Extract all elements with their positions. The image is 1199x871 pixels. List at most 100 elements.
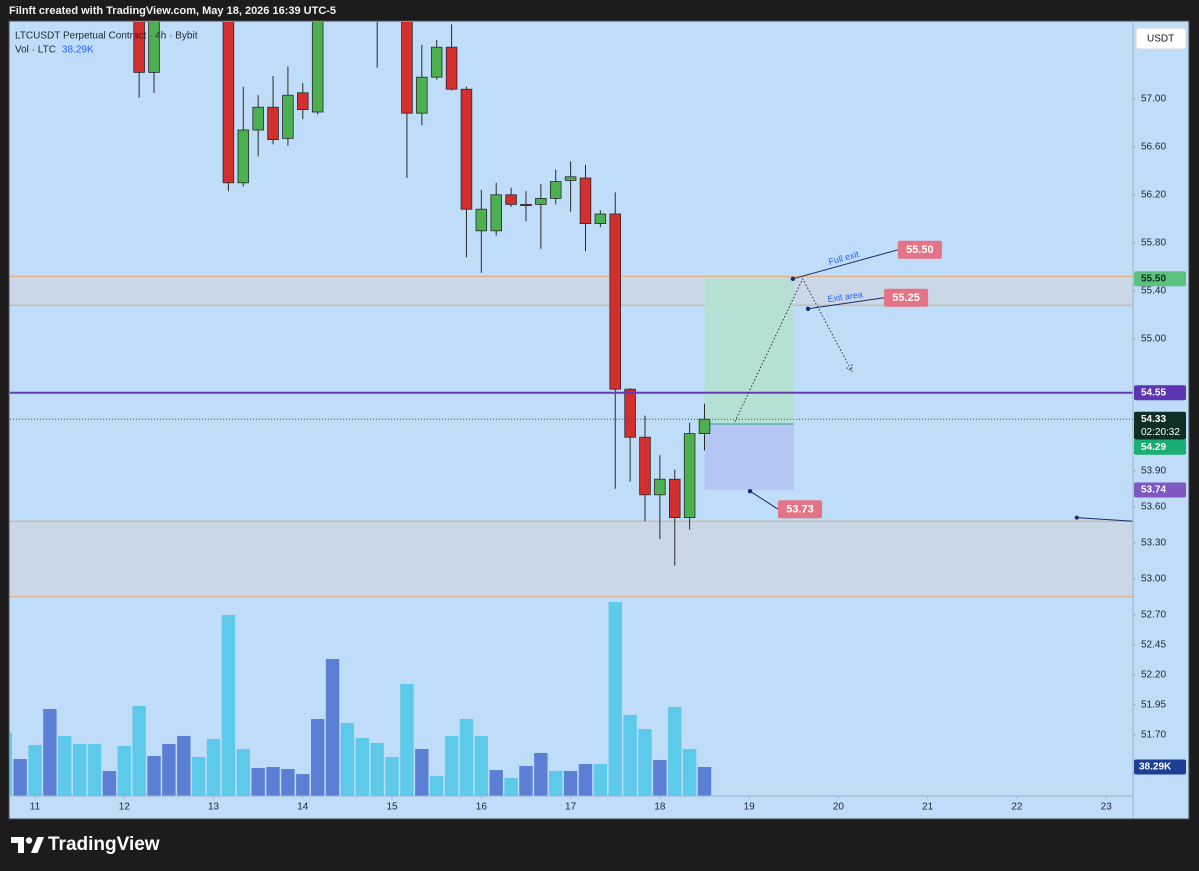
trendline — [1076, 517, 1133, 522]
callout-label: 55.25 — [892, 292, 920, 304]
y-tick-label: 56.20 — [1141, 189, 1166, 200]
callout-box — [897, 240, 942, 259]
logo-dot — [25, 837, 33, 844]
candle-body — [401, 22, 413, 114]
volume-bar — [668, 706, 682, 796]
callout-leader — [807, 297, 885, 310]
volume-bar — [310, 719, 325, 796]
currency-label[interactable]: USDT — [1147, 34, 1174, 45]
candle-body — [594, 213, 607, 224]
x-tick-label: 18 — [654, 802, 666, 813]
candle-body — [416, 76, 428, 114]
candle-body — [624, 388, 636, 438]
candle-body — [609, 213, 621, 390]
candle-body — [460, 88, 473, 210]
y-tick-label: 55.80 — [1141, 237, 1166, 248]
callout-label: 53.73 — [786, 504, 814, 516]
candle-body — [564, 176, 577, 181]
candle-body — [639, 436, 651, 496]
volume-bar — [549, 771, 563, 796]
x-tick-label: 13 — [208, 802, 220, 813]
price-label: 53.74 — [1141, 485, 1166, 496]
x-tick-label: 19 — [744, 802, 756, 813]
volume-bar — [340, 722, 355, 796]
volume-bar — [87, 744, 102, 796]
volume-bar — [206, 739, 221, 796]
x-tick-label: 16 — [476, 802, 488, 813]
volume-bar — [177, 736, 191, 796]
volume-bar — [534, 752, 548, 796]
y-tick-label: 52.45 — [1141, 639, 1166, 650]
volume-bar — [281, 769, 295, 796]
projection-arrowhead — [845, 364, 853, 373]
price-label-box — [1134, 385, 1186, 401]
volume-bar — [682, 749, 697, 796]
volume-label-box — [1134, 759, 1186, 775]
volume-bar — [191, 756, 206, 796]
y-tick-label: 56.60 — [1141, 141, 1166, 152]
chart-background — [8, 20, 1190, 820]
x-tick-label: 15 — [387, 802, 399, 813]
candle-body — [267, 106, 279, 140]
price-countdown: 02:20:32 — [1141, 427, 1180, 438]
x-tick-label: 22 — [1011, 802, 1023, 813]
volume-bar — [623, 715, 637, 796]
candle-body — [133, 22, 145, 73]
price-label: 55.50 — [1141, 273, 1166, 284]
candle-body — [683, 433, 696, 519]
volume-bar — [43, 709, 57, 796]
volume-bar — [697, 766, 712, 796]
volume-bar — [251, 767, 265, 796]
candle-body — [237, 129, 250, 184]
candle-body — [520, 203, 532, 206]
candle-body — [535, 197, 547, 205]
y-tick-label: 53.90 — [1141, 465, 1166, 476]
y-tick-label: 53.30 — [1141, 537, 1166, 548]
volume-bar — [489, 770, 503, 796]
x-tick-label: 17 — [565, 802, 577, 813]
candle-body — [505, 194, 517, 205]
price-label: 54.55 — [1141, 387, 1166, 398]
volume-bar — [415, 749, 429, 796]
position-profit — [704, 278, 794, 424]
price-label: 54.33 — [1141, 414, 1166, 425]
candle-body — [579, 177, 592, 224]
logo-slash — [31, 837, 44, 853]
price-label-box — [1134, 411, 1186, 440]
callout-leader — [749, 490, 779, 510]
volume-bar — [58, 736, 72, 796]
volume-bar — [563, 771, 578, 796]
volume-bar — [459, 719, 474, 796]
volume-bar — [430, 776, 444, 796]
callout-leader — [792, 249, 899, 280]
volume-bar — [221, 615, 236, 796]
legend-volume: Vol · LTC — [15, 45, 56, 56]
y-tick-label: 53.00 — [1141, 573, 1166, 584]
volume-bar — [355, 737, 370, 796]
volume-bar — [10, 732, 12, 796]
y-tick-label: 57.00 — [1141, 93, 1166, 104]
y-tick-label: 51.95 — [1141, 699, 1166, 710]
footer-brand: TradingView — [48, 834, 160, 855]
volume-bar — [325, 659, 340, 796]
callout-box — [884, 288, 929, 307]
volume-bar — [444, 736, 459, 796]
price-label-box — [1134, 482, 1186, 498]
volume-bar — [519, 766, 533, 796]
currency-box[interactable] — [1135, 27, 1187, 50]
candle-body — [222, 22, 235, 184]
legend-title: LTCUSDT Perpetual Contract · 4h · Bybit — [15, 31, 198, 42]
candle-body — [430, 46, 443, 78]
volume-bar — [593, 764, 608, 796]
callout-anchor — [747, 489, 753, 494]
volume-bar — [266, 766, 280, 796]
legend-volume-value: 38.29K — [62, 45, 94, 56]
price-label-box — [1134, 271, 1186, 287]
x-tick-label: 14 — [297, 802, 309, 813]
volume-bar — [638, 729, 652, 796]
price-label-box — [1134, 439, 1186, 455]
candle-body — [698, 418, 711, 435]
candle-body — [252, 106, 264, 131]
x-tick-label: 20 — [833, 802, 845, 813]
